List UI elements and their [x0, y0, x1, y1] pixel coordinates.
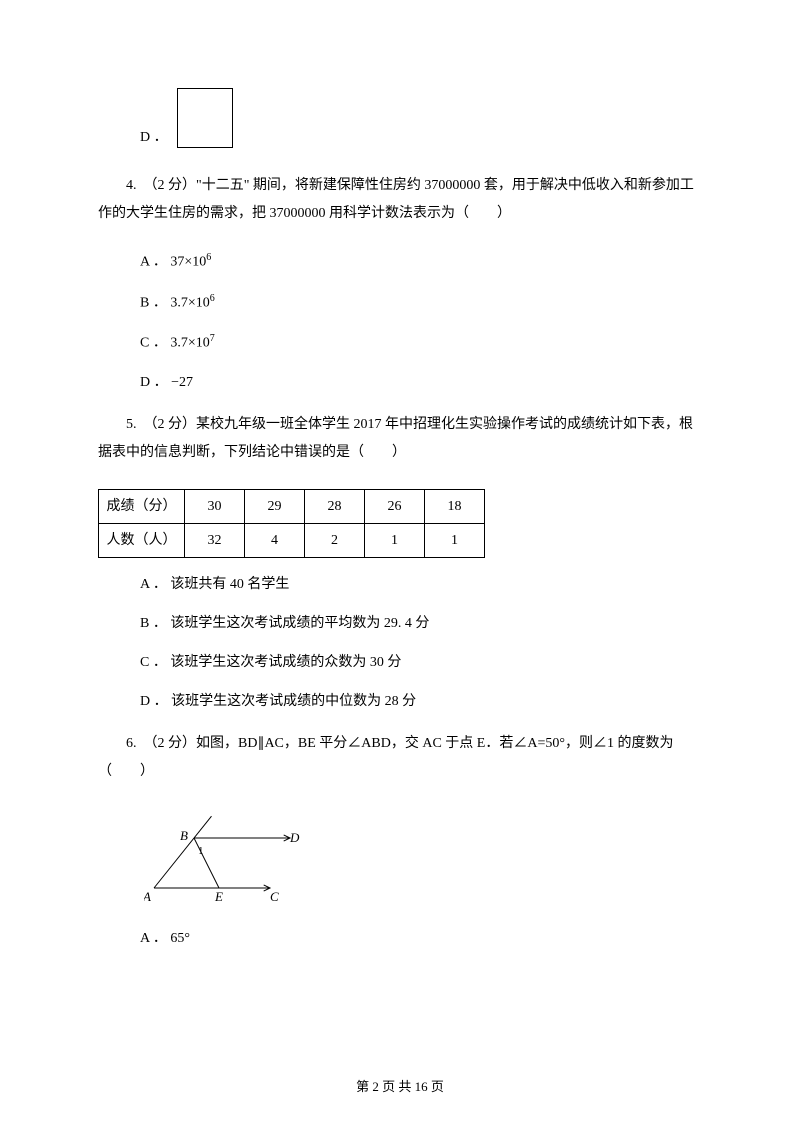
q3-option-d: D ．: [140, 88, 702, 148]
q4-optB-prefix: B ．: [140, 295, 167, 310]
svg-text:D: D: [289, 830, 300, 845]
q5-cell: 1: [425, 523, 485, 557]
q5-cell: 32: [185, 523, 245, 557]
svg-text:A: A: [144, 889, 151, 903]
q6-geometry-svg: A E C B D 1: [144, 808, 314, 903]
q5-option-b: B ． 该班学生这次考试成绩的平均数为 29. 4 分: [140, 613, 702, 634]
q4-optA-base: 37×10: [170, 255, 206, 270]
q5-cell: 18: [425, 489, 485, 523]
q4-optB-base: 3.7×10: [170, 295, 209, 310]
svg-text:B: B: [180, 828, 188, 843]
q4-option-a: A ． 37×106: [140, 250, 702, 273]
q5-option-a: A ． 该班共有 40 名学生: [140, 574, 702, 595]
table-row: 成绩（分） 30 29 28 26 18: [99, 489, 485, 523]
svg-text:C: C: [270, 889, 279, 903]
q4-option-b: B ． 3.7×106: [140, 291, 702, 314]
q4-option-d: D ． −27: [140, 372, 702, 393]
q5-option-c: C ． 该班学生这次考试成绩的众数为 30 分: [140, 652, 702, 673]
q6-option-a: A ． 65°: [140, 928, 702, 949]
q5-cell: 2: [305, 523, 365, 557]
page-footer: 第 2 页 共 16 页: [0, 1077, 800, 1097]
q5-cell: 4: [245, 523, 305, 557]
q6-stem: 6. （2 分）如图，BD∥AC，BE 平分∠ABD，交 AC 于点 E．若∠A…: [98, 730, 702, 786]
q4-stem: 4. （2 分）"十二五" 期间，将新建保障性住房约 37000000 套，用于…: [98, 172, 702, 228]
q3-option-d-label: D ．: [140, 127, 168, 148]
q5-table: 成绩（分） 30 29 28 26 18 人数（人） 32 4 2 1 1: [98, 489, 485, 558]
q5-cell: 26: [365, 489, 425, 523]
q4-optC-base: 3.7×10: [170, 336, 209, 351]
q5-cell: 28: [305, 489, 365, 523]
q5-cell: 29: [245, 489, 305, 523]
q5-cell: 1: [365, 523, 425, 557]
q6-diagram: A E C B D 1: [144, 808, 702, 910]
q5-stem: 5. （2 分）某校九年级一班全体学生 2017 年中招理化生实验操作考试的成绩…: [98, 411, 702, 467]
svg-text:E: E: [214, 889, 223, 903]
q5-cell: 30: [185, 489, 245, 523]
q4-optB-exp: 6: [210, 293, 215, 304]
q4-optC-prefix: C ．: [140, 336, 167, 351]
table-row: 人数（人） 32 4 2 1 1: [99, 523, 485, 557]
q5-row2-header: 人数（人）: [99, 523, 185, 557]
q5-option-d: D ． 该班学生这次考试成绩的中位数为 28 分: [140, 691, 702, 712]
q4-optA-prefix: A ．: [140, 255, 167, 270]
q3-option-d-box-shape: [177, 88, 233, 148]
svg-text:1: 1: [198, 845, 204, 857]
q5-row1-header: 成绩（分）: [99, 489, 185, 523]
q4-optC-exp: 7: [210, 333, 215, 344]
q4-option-c: C ． 3.7×107: [140, 331, 702, 354]
q4-optA-exp: 6: [206, 252, 211, 263]
